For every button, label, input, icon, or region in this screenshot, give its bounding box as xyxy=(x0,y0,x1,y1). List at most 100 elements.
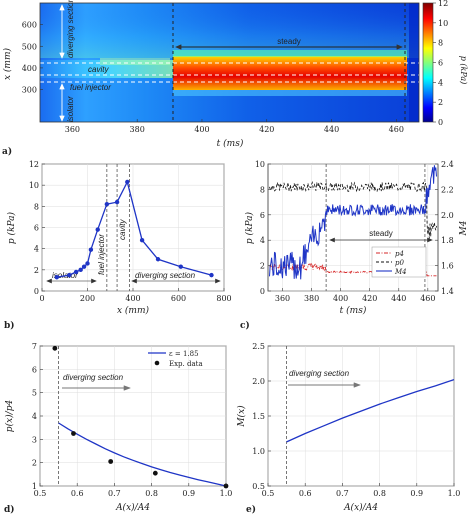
colorbar-tick-label: 4 xyxy=(438,78,443,87)
panel-b-cavity-label: cavity xyxy=(118,219,127,240)
pressure-point xyxy=(88,247,94,252)
heatmap-upper-region xyxy=(40,3,419,58)
x-tick-label: 360 xyxy=(275,294,290,303)
y-tick-label: 6 xyxy=(260,211,265,220)
colorbar-label: p (kPa) xyxy=(459,56,468,85)
y-tick-label: 300 xyxy=(22,86,37,95)
y-tick-label: 0.5 xyxy=(252,482,265,491)
x-tick-label: 0.5 xyxy=(34,489,47,498)
y-tick-label: 1 xyxy=(32,482,37,491)
x-tick-label: 460 xyxy=(420,294,435,303)
colorbar-tick-label: 10 xyxy=(438,19,448,28)
exp-data-point xyxy=(71,431,76,436)
y-tick-label: 8 xyxy=(260,185,265,194)
mach-curve xyxy=(286,378,455,443)
model-curve xyxy=(58,422,227,487)
series-p0-line xyxy=(269,180,437,239)
pressure-point xyxy=(73,269,79,275)
panel-b-ylabel: p (kPa) xyxy=(6,211,17,244)
panel-e-mach-number: diverging section 0.5 0.6 0.7 0.8 0.9 1.0 0.5 1… xyxy=(236,342,460,513)
pressure-point xyxy=(178,264,183,269)
panel-c-ylabel-left: p (kPa) xyxy=(244,211,255,244)
panel-e-ylabel: M(x) xyxy=(236,405,247,428)
panel-d-xlabel: A(x)/A4 xyxy=(115,502,150,513)
x-tick-label: 0.8 xyxy=(373,489,386,498)
y-tick-label: 6 xyxy=(32,365,37,374)
panel-d-diverging-label: diverging section xyxy=(63,373,124,382)
x-tick-label: 0.6 xyxy=(71,489,84,498)
y-right-tick-label: 1.4 xyxy=(441,287,454,296)
panel-label-a: a) xyxy=(2,146,12,157)
y-tick-label: 600 xyxy=(22,21,37,30)
panel-c-axes: 360 380 400 420 440 460 0 2 4 6 8 10 1.4 1.6 1.8 2.0 2.2… xyxy=(255,160,454,303)
panel-c-ylabel-right: M4 xyxy=(459,220,469,236)
isolator-label: isolator xyxy=(66,96,75,122)
x-tick-label: 1.0 xyxy=(220,489,233,498)
pressure-point xyxy=(139,238,145,243)
heatmap-steady-hot-band xyxy=(173,56,407,90)
x-tick-label: 400 xyxy=(333,294,348,303)
pressure-point xyxy=(78,267,83,273)
legend-point-label: Exp. data xyxy=(169,360,203,368)
panel-a-ylabel: x (mm) xyxy=(2,47,13,80)
y-tick-label: 6 xyxy=(34,224,39,233)
panel-b-xlabel: x (mm) xyxy=(117,305,150,316)
panel-a-xlabel: t (ms) xyxy=(217,138,244,149)
x-tick-label: 0.5 xyxy=(262,489,275,498)
y-right-tick-label: 2.0 xyxy=(441,211,454,220)
x-tick-label: 440 xyxy=(324,125,339,134)
y-tick-label: 8 xyxy=(34,202,39,211)
x-tick-label: 420 xyxy=(259,125,274,134)
legend-point-swatch xyxy=(154,360,160,366)
panel-b-diverging-label: diverging section xyxy=(135,271,196,280)
x-tick-label: 380 xyxy=(130,125,145,134)
panel-c-xlabel: t (ms) xyxy=(340,305,367,316)
y-tick-label: 4 xyxy=(260,236,265,245)
pressure-point xyxy=(114,199,120,205)
y-right-tick-label: 1.8 xyxy=(441,236,454,245)
y-tick-label: 1.0 xyxy=(252,447,265,456)
x-tick-label: 1.0 xyxy=(448,489,461,498)
pressure-point xyxy=(54,275,59,280)
colorbar-tick-label: 0 xyxy=(438,118,443,127)
panel-e-axes: 0.5 0.6 0.7 0.8 0.9 1.0 0.5 1.0 1.5 2.0 2.5 xyxy=(252,342,460,498)
colorbar-tick-label: 8 xyxy=(438,39,443,48)
injector-label: fuel injector xyxy=(70,83,111,92)
colorbar-tick-label: 2 xyxy=(438,98,443,107)
panel-b-axes: 0 200 400 600 800 0 2 4 6 8 10 12 xyxy=(29,160,232,303)
y-tick-label: 2 xyxy=(34,266,39,275)
y-tick-label: 10 xyxy=(255,160,265,169)
x-tick-label: 460 xyxy=(389,125,404,134)
y-right-tick-label: 1.6 xyxy=(441,262,454,271)
y-tick-label: 7 xyxy=(32,342,37,351)
x-tick-label: 400 xyxy=(194,125,209,134)
pressure-point xyxy=(155,257,161,262)
panel-b-injector-label: fuel injector xyxy=(97,234,106,275)
diverging-label: diverging section xyxy=(66,0,75,58)
y-tick-label: 0 xyxy=(34,287,39,296)
x-tick-label: 380 xyxy=(304,294,319,303)
panel-a-heatmap: steady diverging section cavity fuel inj… xyxy=(2,0,468,149)
y-tick-label: 500 xyxy=(22,42,37,51)
panel-d-pressure-ratio: diverging section ε = 1.85 Exp. data 0.5… xyxy=(4,342,232,513)
heatmap-steady-lower-edge xyxy=(173,90,407,96)
panel-d-axes: 0.5 0.6 0.7 0.8 0.9 1.0 1 2 3 4 5 6 7 xyxy=(32,342,232,498)
steady-label: steady xyxy=(277,37,301,46)
panel-d-ylabel: p(x)/p4 xyxy=(4,400,15,433)
x-tick-label: 400 xyxy=(125,294,140,303)
panel-label-d: d) xyxy=(4,504,15,515)
x-tick-label: 0.7 xyxy=(336,489,349,498)
panel-e-grid xyxy=(267,345,455,487)
panel-b-region-lines xyxy=(106,164,130,291)
series-m4-line xyxy=(269,165,437,280)
pressure-point xyxy=(81,264,87,269)
pressure-point xyxy=(85,261,90,266)
panel-e-xlabel: A(x)/A4 xyxy=(343,502,378,513)
x-tick-label: 360 xyxy=(65,125,80,134)
panel-label-c: c) xyxy=(240,320,250,331)
legend-label-M4: M4 xyxy=(394,268,407,276)
legend-line-label: ε = 1.85 xyxy=(169,350,199,358)
y-tick-label: 4 xyxy=(32,412,37,421)
x-tick-label: 0 xyxy=(39,294,44,303)
